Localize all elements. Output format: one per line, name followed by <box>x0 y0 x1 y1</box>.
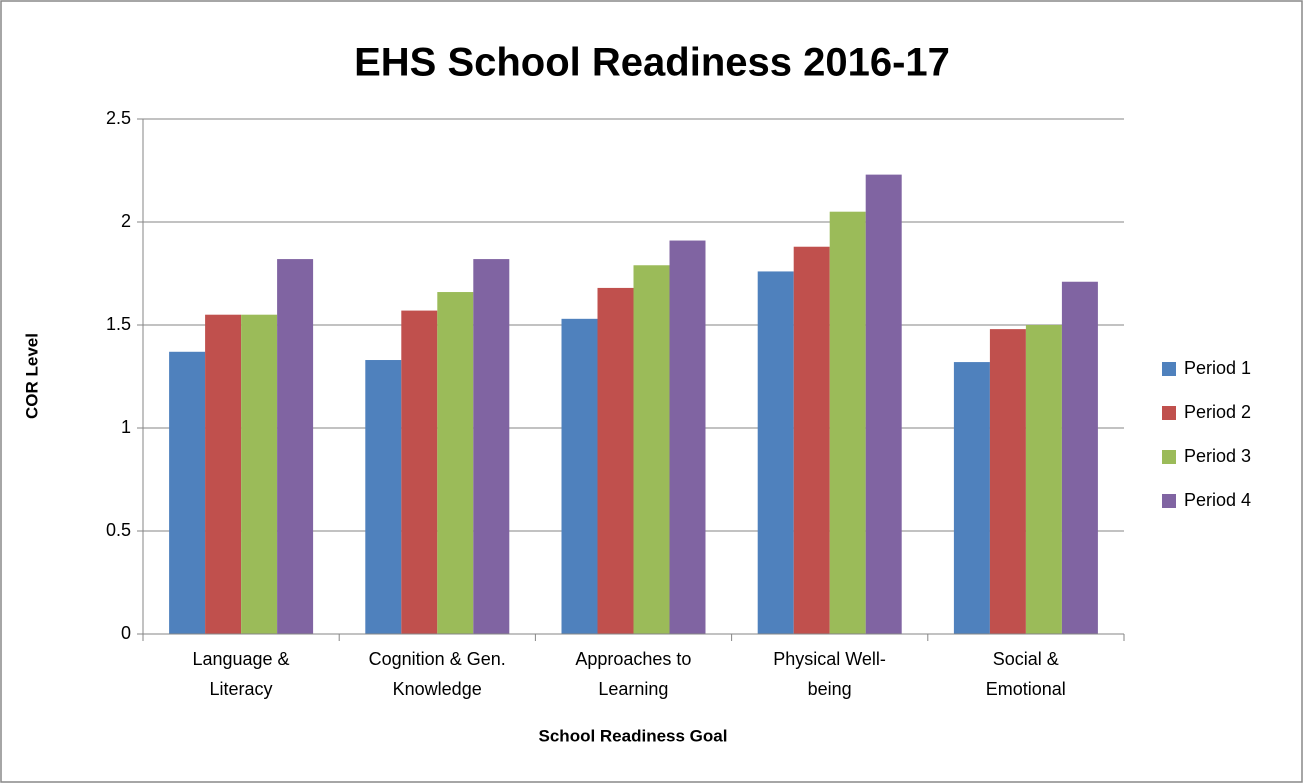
bar <box>953 362 990 634</box>
y-tick-label: 2.5 <box>106 108 131 128</box>
chart-title: EHS School Readiness 2016-17 <box>354 41 950 85</box>
legend-label: Period 2 <box>1184 402 1251 422</box>
y-axis-label: COR Level <box>22 333 41 419</box>
bar <box>401 310 438 634</box>
y-tick-label: 1.5 <box>106 314 131 334</box>
bar <box>633 265 670 634</box>
bar <box>561 318 598 634</box>
bar <box>597 287 634 634</box>
bar <box>669 240 706 635</box>
legend-swatch <box>1162 406 1176 420</box>
y-tick-label: 0 <box>121 623 131 643</box>
y-tick-label: 1 <box>121 417 131 437</box>
bar <box>989 329 1026 634</box>
bar <box>793 246 830 634</box>
bar <box>865 174 902 634</box>
x-axis-label: School Readiness Goal <box>539 726 728 745</box>
x-tick-label: Language & Literacy <box>192 649 290 699</box>
x-tick-label: Physical Well- being <box>773 649 886 699</box>
bar <box>1061 281 1098 634</box>
bar <box>1025 325 1062 634</box>
bar <box>473 259 510 634</box>
bar <box>205 314 242 634</box>
legend-swatch <box>1162 362 1176 376</box>
x-tick-label: Approaches to Learning <box>575 649 692 699</box>
bar <box>169 351 206 634</box>
x-tick-label: Cognition & Gen. Knowledge <box>368 649 506 699</box>
legend-label: Period 1 <box>1184 358 1251 378</box>
bar <box>241 314 278 634</box>
y-tick-label: 2 <box>121 211 131 231</box>
legend-label: Period 3 <box>1184 446 1251 466</box>
bar <box>757 271 794 634</box>
bar <box>829 211 866 634</box>
bar <box>437 292 474 634</box>
legend-swatch <box>1162 450 1176 464</box>
x-tick-label: Social & Emotional <box>985 649 1066 699</box>
bar <box>365 360 402 634</box>
bar <box>277 259 314 634</box>
y-tick-label: 0.5 <box>106 520 131 540</box>
legend-label: Period 4 <box>1184 490 1251 510</box>
legend-swatch <box>1162 494 1176 508</box>
